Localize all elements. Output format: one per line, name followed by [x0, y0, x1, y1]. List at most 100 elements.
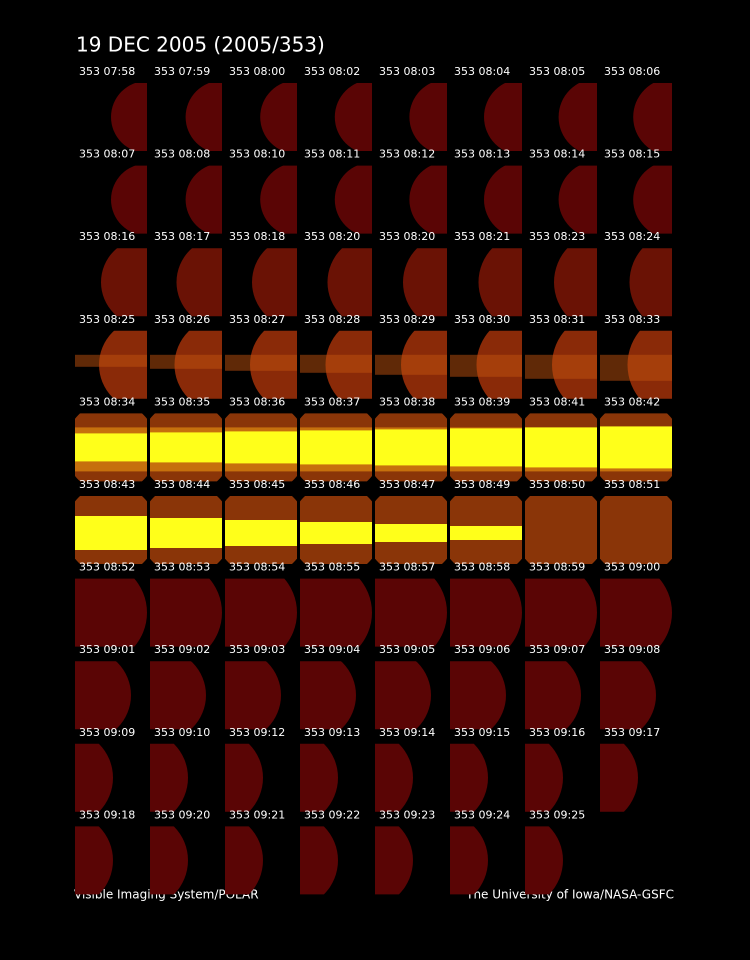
band	[600, 426, 672, 469]
frame-image	[525, 330, 597, 399]
disc	[101, 248, 147, 317]
frame-label: 353 08:44	[154, 478, 210, 491]
disc	[478, 248, 522, 317]
frame-label: 353 08:08	[154, 148, 210, 161]
frame-label: 353 08:41	[529, 395, 585, 408]
disc	[558, 165, 597, 234]
frame-image	[75, 743, 113, 812]
disc	[525, 496, 597, 564]
frame-image	[300, 826, 338, 895]
disc	[185, 165, 222, 234]
disc	[150, 743, 188, 812]
frame-image	[185, 83, 222, 151]
disc	[111, 165, 147, 234]
frame-label: 353 08:59	[529, 561, 585, 574]
frame-label: 353 08:25	[79, 313, 135, 326]
frame-label: 353 08:21	[454, 230, 510, 243]
frame-image	[150, 413, 222, 482]
frame-image	[525, 496, 597, 564]
frame-image	[375, 496, 447, 564]
band	[75, 433, 147, 462]
frame-label: 353 08:33	[604, 313, 660, 326]
frame-label: 353 09:03	[229, 643, 285, 656]
disc	[111, 83, 147, 151]
frame-label: 353 08:24	[604, 230, 660, 243]
frame-label: 353 08:50	[529, 478, 585, 491]
disc	[600, 578, 672, 647]
frame-image	[225, 661, 281, 730]
frame-image	[375, 578, 447, 647]
disc	[334, 165, 372, 234]
disc	[225, 826, 263, 895]
frame-image	[525, 413, 597, 482]
frame-label: 353 08:45	[229, 478, 285, 491]
disc	[300, 578, 372, 647]
disc	[375, 661, 431, 730]
frame-label: 353 09:21	[229, 808, 285, 821]
disc	[75, 743, 113, 812]
band	[450, 428, 522, 467]
frame-label: 353 08:26	[154, 313, 210, 326]
frame-image	[176, 248, 222, 317]
frame-image	[260, 165, 297, 234]
glow	[75, 354, 147, 367]
frame-label: 353 08:04	[454, 65, 510, 78]
frame-label: 353 09:12	[229, 726, 285, 739]
band	[300, 430, 372, 465]
frame-label: 353 09:23	[379, 808, 435, 821]
disc	[260, 165, 297, 234]
band	[225, 520, 297, 546]
frame-image	[375, 661, 431, 730]
band	[375, 429, 447, 466]
frame-image	[150, 578, 222, 647]
frame-label: 353 09:00	[604, 561, 660, 574]
disc	[75, 826, 113, 895]
glow	[450, 354, 522, 377]
glow	[300, 354, 372, 373]
disc	[260, 83, 297, 151]
frame-image	[150, 496, 222, 564]
frame-image	[375, 413, 447, 482]
disc	[450, 743, 488, 812]
disc	[334, 83, 372, 151]
frame-image	[75, 413, 147, 482]
frame-image	[111, 83, 147, 151]
frame-label: 353 08:47	[379, 478, 435, 491]
disc	[633, 83, 672, 151]
frame-label: 353 08:06	[604, 65, 660, 78]
frame-label: 353 09:10	[154, 726, 210, 739]
frame-image	[300, 330, 372, 399]
band	[375, 524, 447, 542]
frame-image	[403, 248, 447, 317]
frame-image	[484, 165, 522, 234]
disc	[525, 661, 581, 730]
frame-image	[75, 578, 147, 647]
frame-label: 353 08:18	[229, 230, 285, 243]
frame-label: 353 08:20	[304, 230, 360, 243]
frame-image	[75, 826, 113, 895]
frame-label: 353 08:53	[154, 561, 210, 574]
frame-image	[225, 330, 297, 399]
frame-label: 353 08:20	[379, 230, 435, 243]
frame-image	[450, 661, 506, 730]
frame-label: 353 08:16	[79, 230, 135, 243]
frame-image	[260, 83, 297, 151]
frame-label: 353 08:15	[604, 148, 660, 161]
disc	[600, 496, 672, 564]
frame-label: 353 08:46	[304, 478, 360, 491]
disc	[375, 743, 413, 812]
frame-label: 353 09:20	[154, 808, 210, 821]
frame-label: 353 08:38	[379, 395, 435, 408]
frame-image	[225, 413, 297, 482]
frame-image	[525, 743, 563, 812]
disc	[75, 578, 147, 647]
frame-label: 353 09:13	[304, 726, 360, 739]
frame-label: 353 09:09	[79, 726, 135, 739]
frame-label: 353 09:17	[604, 726, 660, 739]
frame-image	[300, 413, 372, 482]
frame-image	[629, 248, 672, 317]
disc	[409, 83, 447, 151]
frame-image	[334, 83, 372, 151]
frame-label: 353 08:07	[79, 148, 135, 161]
